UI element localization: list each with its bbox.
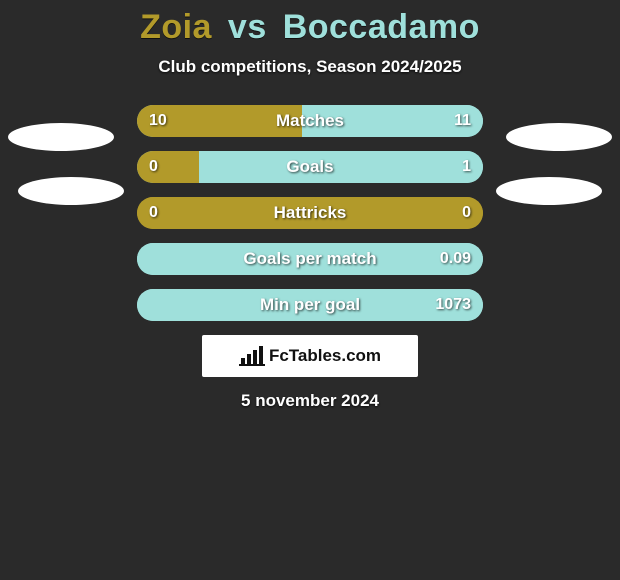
stat-value-left: 0 bbox=[149, 158, 158, 176]
attribution-text: FcTables.com bbox=[269, 346, 381, 366]
stat-value-left: 0 bbox=[149, 204, 158, 222]
stat-value-right: 11 bbox=[454, 112, 471, 130]
stat-value-right: 1073 bbox=[435, 296, 471, 314]
team-badge-icon bbox=[18, 177, 124, 205]
stat-label: Matches bbox=[137, 111, 483, 131]
stat-row: Min per goal1073 bbox=[137, 289, 483, 321]
title-player1: Zoia bbox=[140, 8, 212, 46]
stat-row: Goals0 1 bbox=[137, 151, 483, 183]
stat-value-right: 0 bbox=[462, 204, 471, 222]
stat-label: Hattricks bbox=[137, 203, 483, 223]
stat-value-right: 0.09 bbox=[440, 250, 471, 268]
stat-label: Goals bbox=[137, 157, 483, 177]
footer-date: 5 november 2024 bbox=[0, 391, 620, 411]
stat-bars: Matches1011Goals01Hattricks00Goals per m… bbox=[137, 105, 483, 321]
page-title: Zoia vs Boccadamo bbox=[0, 8, 620, 47]
comparison-canvas: Zoia vs Boccadamo Club competitions, Sea… bbox=[0, 0, 620, 580]
stat-label: Goals per match bbox=[137, 249, 483, 269]
attribution-box: FcTables.com bbox=[202, 335, 418, 377]
stat-row: Matches10 11 bbox=[137, 105, 483, 137]
attribution-inner: FcTables.com bbox=[239, 346, 381, 366]
stat-value-right: 1 bbox=[462, 158, 471, 176]
title-vs: vs bbox=[222, 8, 273, 46]
stat-row: Hattricks0 0 bbox=[137, 197, 483, 229]
stat-row: Goals per match0.09 bbox=[137, 243, 483, 275]
bar-chart-icon bbox=[239, 346, 265, 366]
team-badge-icon bbox=[8, 123, 114, 151]
stat-value-left: 10 bbox=[149, 112, 167, 130]
title-player2: Boccadamo bbox=[283, 8, 480, 46]
team-badge-icon bbox=[506, 123, 612, 151]
stat-label: Min per goal bbox=[137, 295, 483, 315]
subtitle: Club competitions, Season 2024/2025 bbox=[0, 57, 620, 77]
team-badge-icon bbox=[496, 177, 602, 205]
